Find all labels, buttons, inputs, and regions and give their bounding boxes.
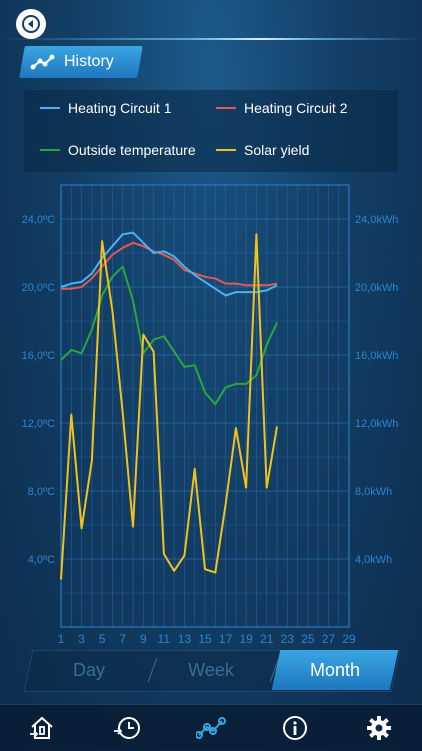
- right-axis-tick-label: 16,0kWh: [355, 350, 398, 362]
- left-axis-tick-label: 20,0ºC: [22, 282, 55, 294]
- right-axis-tick-label: 20,0kWh: [355, 282, 398, 294]
- top-bar: [0, 0, 422, 48]
- history-tab[interactable]: History: [30, 46, 114, 78]
- series-line-solar-yield: [60, 233, 278, 580]
- legend-label: Heating Circuit 1: [68, 100, 172, 116]
- history-graph-icon: [30, 54, 55, 70]
- legend-label: Outside temperature: [68, 142, 196, 158]
- x-axis-tick-label: 15: [198, 632, 212, 646]
- x-axis-tick-label: 21: [260, 632, 274, 646]
- legend-item-solar-yield: Solar yield: [216, 142, 309, 158]
- left-axis-tick-label: 8,0ºC: [28, 486, 55, 498]
- nav-history-clock-button[interactable]: [112, 713, 142, 743]
- legend-item-heating-circuit-1: Heating Circuit 1: [40, 100, 172, 116]
- period-week-button[interactable]: Week: [188, 659, 234, 680]
- bottom-navigation: [0, 704, 422, 751]
- left-axis-tick-label: 12,0ºC: [22, 418, 55, 430]
- home-heating-icon: [30, 716, 53, 739]
- series-line-outside-temperature: [60, 265, 278, 406]
- settings-gear-icon: [367, 716, 391, 740]
- x-axis-tick-label: 17: [219, 632, 233, 646]
- period-selector: Day Week Month: [23, 650, 401, 692]
- nav-graph-button[interactable]: [196, 713, 226, 743]
- x-axis-tick-label: 13: [178, 632, 192, 646]
- legend-swatch: [40, 107, 60, 109]
- legend-label: Heating Circuit 2: [244, 100, 348, 116]
- x-axis-tick-label: 29: [342, 632, 356, 646]
- legend-swatch: [216, 107, 236, 109]
- legend-swatch: [40, 149, 60, 151]
- x-axis-tick-label: 27: [322, 632, 336, 646]
- left-axis-tick-label: 4,0ºC: [28, 554, 55, 566]
- page-title: History: [64, 53, 114, 70]
- x-axis-tick-label: 9: [140, 632, 147, 646]
- right-axis-tick-label: 12,0kWh: [355, 418, 398, 430]
- x-axis-tick-label: 3: [78, 632, 85, 646]
- back-button[interactable]: [16, 9, 46, 39]
- x-axis-tick-label: 1: [58, 632, 65, 646]
- left-axis-tick-label: 16,0ºC: [22, 350, 55, 362]
- right-axis-tick-label: 8,0kWh: [355, 486, 392, 498]
- left-axis-tick-label: 24,0ºC: [22, 214, 55, 226]
- history-clock-icon: [114, 717, 140, 739]
- info-icon: [283, 716, 307, 740]
- x-axis-tick-label: 25: [301, 632, 315, 646]
- right-axis-tick-label: 24,0kWh: [355, 214, 398, 226]
- history-chart: 24,0ºC 20,0ºC 16,0ºC 12,0ºC 8,0ºC 4,0ºC 24,0kW…: [22, 184, 398, 646]
- nav-settings-button[interactable]: [364, 713, 394, 743]
- back-arrow-icon: [22, 15, 40, 33]
- legend-item-outside-temperature: Outside temperature: [40, 142, 196, 158]
- chart-legend: Heating Circuit 1 Heating Circuit 2 Outs…: [24, 90, 398, 172]
- series-line-heating-circuit-1: [60, 231, 278, 297]
- legend-swatch: [216, 149, 236, 151]
- x-axis-tick-label: 7: [119, 632, 126, 646]
- right-axis-tick-label: 4,0kWh: [355, 554, 392, 566]
- legend-item-heating-circuit-2: Heating Circuit 2: [216, 100, 348, 116]
- period-day-button[interactable]: Day: [72, 659, 105, 680]
- graph-icon: [196, 717, 226, 739]
- x-axis-tick-label: 5: [99, 632, 106, 646]
- x-axis-tick-label: 11: [158, 632, 171, 646]
- nav-home-button[interactable]: [27, 713, 57, 743]
- series-line-heating-circuit-2: [61, 241, 278, 290]
- x-axis-tick-label: 19: [239, 632, 253, 646]
- period-month-button[interactable]: Month: [309, 659, 361, 680]
- nav-info-button[interactable]: [280, 713, 310, 743]
- header-glow-line: [0, 38, 422, 40]
- legend-label: Solar yield: [244, 142, 310, 158]
- x-axis-tick-label: 23: [281, 632, 295, 646]
